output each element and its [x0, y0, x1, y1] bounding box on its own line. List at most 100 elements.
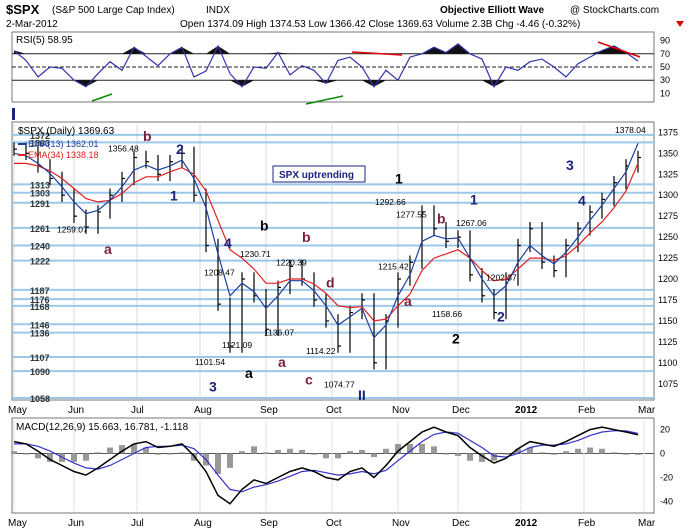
macd-histogram-bar — [479, 453, 485, 462]
price-annotation: 1101.54 — [195, 357, 225, 367]
macd-histogram-bar — [155, 453, 161, 455]
wave-label: a — [104, 241, 112, 257]
status-text: SPX uptrending — [279, 170, 354, 181]
wave-label: 4 — [224, 235, 232, 251]
macd-histogram-bar — [131, 443, 137, 454]
price-annotation: 1215.42 — [378, 261, 409, 271]
price-xtick-label: Dec — [452, 405, 470, 416]
price-xtick-label: Sep — [260, 405, 278, 416]
rsi-line — [13, 43, 639, 89]
price-tick-label: 1325 — [658, 169, 678, 179]
wave-label: 3 — [209, 378, 217, 394]
support-level-label: 1168 — [30, 302, 50, 312]
support-level-label: 1058 — [30, 394, 50, 404]
wave-label: 1 — [395, 170, 403, 186]
macd-histogram-bar — [11, 451, 17, 454]
price-tick-label: 1300 — [658, 190, 678, 200]
price-xtick-label: May — [8, 405, 27, 416]
ema13-line — [13, 143, 639, 339]
price-xtick-label: Jul — [131, 405, 144, 416]
rsi-trendline-green — [305, 95, 344, 105]
macd-xtick-label: Dec — [452, 518, 470, 529]
rsi-overbought-fill — [266, 52, 278, 54]
wave-label: b — [437, 211, 446, 227]
price-annotation: 1158.66 — [432, 309, 462, 319]
price-annotation: 1202.37 — [486, 272, 517, 282]
rsi-overbought-fill — [278, 52, 290, 54]
signal-line — [14, 430, 639, 493]
support-level-label: 1313 — [30, 180, 50, 190]
wave-label: b — [302, 229, 311, 245]
legend-ema13: EMA(13) 1362.01 — [28, 139, 99, 149]
rsi-tick-label: 50 — [660, 62, 670, 72]
macd-histogram-bar — [623, 453, 629, 455]
wave-label: 4 — [578, 192, 586, 208]
macd-histogram-bar — [599, 448, 605, 454]
price-annotation: 1220.39 — [276, 257, 307, 267]
macd-histogram-bar — [335, 453, 341, 459]
chart-date: 2-Mar-2012 — [6, 19, 58, 30]
price-xtick-label: Nov — [392, 405, 410, 416]
macd-histogram-bar — [443, 453, 449, 455]
support-level-label: 1303 — [30, 189, 50, 199]
price-annotation: 1230.71 — [240, 249, 271, 259]
macd-histogram-bar — [167, 453, 173, 455]
ema34-line — [14, 162, 639, 322]
brand-left: Objective Elliott Wave — [440, 5, 545, 16]
support-level-label: 1146 — [30, 320, 50, 330]
rsi-tick-label: 70 — [660, 49, 670, 59]
macd-histogram-bar — [287, 448, 293, 454]
price-annotation: 1356.48 — [108, 143, 139, 153]
wave-label: 2 — [497, 309, 505, 325]
price-xtick-label: Feb — [578, 405, 596, 416]
price-tick-label: 1225 — [658, 253, 678, 263]
rsi-tick-label: 30 — [660, 75, 670, 85]
macd-histogram-bar — [71, 453, 77, 462]
brand-right: @ StockCharts.com — [570, 5, 659, 16]
macd-histogram-bar — [551, 453, 557, 455]
price-tick-label: 1275 — [658, 211, 678, 221]
price-annotation: 1378.04 — [615, 125, 646, 135]
price-tick-label: 1150 — [658, 316, 677, 326]
macd-xtick-label: Jun — [68, 518, 84, 529]
macd-histogram-bar — [83, 453, 89, 461]
price-tick-label: 1125 — [658, 337, 677, 347]
macd-xtick-label: Nov — [392, 518, 410, 529]
macd-histogram-bar — [215, 453, 221, 474]
macd-histogram-bar — [359, 449, 365, 454]
macd-histogram-bar — [575, 448, 581, 454]
wave-label: a — [278, 354, 286, 370]
macd-xtick-label: Mar — [638, 518, 656, 529]
price-xtick-label: Aug — [194, 405, 212, 416]
macd-histogram-bar — [503, 453, 509, 455]
macd-histogram-bar — [239, 451, 245, 454]
macd-histogram-bar — [515, 448, 521, 454]
panel-marker — [12, 108, 15, 120]
macd-tick-label: -40 — [660, 496, 673, 506]
symbol: $SPX — [6, 2, 40, 17]
price-xtick-label: Jun — [68, 405, 84, 416]
support-level-label: 1261 — [30, 224, 50, 234]
macd-histogram-bar — [251, 446, 257, 454]
rsi-trendline-red — [351, 51, 403, 56]
macd-xtick-label: Aug — [194, 518, 212, 529]
macd-histogram-bar — [119, 445, 125, 454]
rsi-tick-label: 90 — [660, 36, 670, 46]
macd-histogram-bar — [179, 452, 185, 454]
macd-histogram-bar — [47, 453, 53, 462]
support-level-label: 1363 — [30, 138, 50, 148]
macd-panel: -40 -20 0 20 MACD(12,26,9) 15.663, 16.781, … — [11, 417, 673, 514]
rsi-trendline-red — [597, 41, 641, 58]
price-tick-label: 1250 — [658, 232, 678, 242]
macd-histogram-bar — [35, 453, 41, 459]
macd-histogram-bar — [491, 453, 497, 461]
price-annotation: 1259.07 — [57, 225, 88, 235]
rsi-oversold-fill — [326, 80, 338, 84]
wave-label: b — [260, 217, 269, 233]
rsi-oversold-fill — [230, 80, 242, 87]
rsi-panel: 10 30 50 70 90 RSI(5) 58.95 — [11, 31, 670, 105]
wave-label: a — [245, 365, 253, 381]
support-level-label: 1090 — [30, 367, 50, 377]
macd-histogram-bar — [431, 446, 437, 454]
support-level-label: 1372 — [30, 131, 50, 141]
